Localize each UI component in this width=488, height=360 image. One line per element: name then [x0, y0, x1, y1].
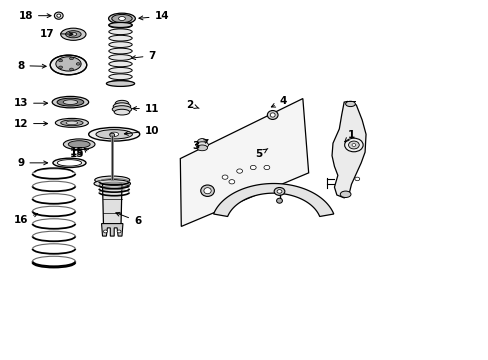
Ellipse shape [203, 188, 211, 194]
Ellipse shape [250, 165, 256, 170]
Text: 17: 17 [40, 28, 73, 39]
Ellipse shape [222, 175, 227, 179]
Ellipse shape [76, 63, 80, 65]
Ellipse shape [351, 144, 355, 147]
Text: 15: 15 [70, 149, 84, 159]
Ellipse shape [63, 100, 78, 104]
Ellipse shape [117, 230, 121, 233]
Text: 15: 15 [69, 147, 84, 157]
Text: 10: 10 [124, 126, 159, 136]
Ellipse shape [109, 29, 132, 35]
Ellipse shape [114, 109, 129, 115]
Polygon shape [102, 224, 122, 236]
Ellipse shape [201, 185, 214, 197]
Ellipse shape [345, 101, 355, 107]
Ellipse shape [197, 145, 207, 151]
Ellipse shape [96, 130, 132, 139]
Ellipse shape [276, 198, 282, 203]
Text: 11: 11 [132, 104, 159, 113]
Text: 2: 2 [186, 100, 199, 110]
Ellipse shape [115, 100, 128, 107]
Ellipse shape [63, 139, 95, 150]
Text: 5: 5 [255, 149, 267, 159]
Ellipse shape [344, 138, 363, 152]
Ellipse shape [70, 32, 77, 36]
Ellipse shape [61, 120, 83, 126]
Ellipse shape [52, 96, 88, 108]
Polygon shape [213, 184, 333, 216]
Ellipse shape [53, 158, 86, 167]
Text: 1: 1 [344, 130, 354, 142]
Ellipse shape [59, 66, 62, 68]
Ellipse shape [118, 17, 125, 21]
Text: 3: 3 [192, 140, 207, 151]
Ellipse shape [112, 106, 131, 113]
Text: 6: 6 [116, 212, 141, 226]
Ellipse shape [103, 230, 107, 233]
Ellipse shape [113, 103, 130, 110]
Ellipse shape [57, 159, 81, 166]
Ellipse shape [50, 55, 86, 75]
Ellipse shape [108, 13, 135, 24]
Text: 9: 9 [17, 158, 47, 168]
Ellipse shape [197, 139, 206, 146]
Ellipse shape [354, 177, 359, 181]
Ellipse shape [109, 61, 132, 67]
Text: 4: 4 [271, 96, 286, 107]
Ellipse shape [54, 12, 63, 19]
Ellipse shape [228, 180, 234, 184]
Ellipse shape [112, 14, 132, 23]
Ellipse shape [69, 57, 73, 60]
Ellipse shape [61, 28, 86, 40]
Ellipse shape [68, 141, 90, 148]
Text: 8: 8 [17, 61, 46, 71]
Ellipse shape [57, 98, 83, 106]
Ellipse shape [69, 68, 73, 71]
Ellipse shape [340, 191, 350, 198]
Ellipse shape [264, 165, 269, 170]
Ellipse shape [270, 113, 275, 117]
Ellipse shape [55, 118, 88, 127]
Ellipse shape [56, 57, 81, 71]
Ellipse shape [109, 35, 132, 41]
Text: 13: 13 [14, 98, 47, 108]
Ellipse shape [267, 111, 278, 120]
Ellipse shape [109, 22, 132, 28]
Text: 14: 14 [139, 12, 169, 21]
Polygon shape [331, 102, 366, 198]
Ellipse shape [95, 176, 129, 184]
Ellipse shape [66, 121, 78, 125]
Ellipse shape [109, 55, 132, 60]
Ellipse shape [94, 180, 130, 188]
Text: 7: 7 [131, 51, 156, 61]
Ellipse shape [348, 141, 359, 149]
Ellipse shape [110, 132, 118, 136]
Ellipse shape [109, 48, 132, 54]
Ellipse shape [196, 142, 208, 148]
Ellipse shape [59, 59, 62, 62]
Ellipse shape [57, 14, 61, 17]
Polygon shape [102, 184, 122, 225]
Text: 16: 16 [14, 213, 38, 225]
Ellipse shape [109, 74, 132, 80]
Ellipse shape [274, 188, 285, 195]
Ellipse shape [110, 133, 115, 137]
Ellipse shape [109, 67, 132, 73]
Ellipse shape [236, 169, 242, 173]
Ellipse shape [88, 127, 140, 141]
Ellipse shape [109, 22, 132, 27]
Text: 18: 18 [19, 11, 51, 21]
Ellipse shape [106, 81, 134, 86]
Ellipse shape [65, 31, 81, 38]
Ellipse shape [277, 190, 282, 193]
Polygon shape [180, 99, 308, 226]
Ellipse shape [109, 42, 132, 48]
Text: 12: 12 [14, 118, 47, 129]
Ellipse shape [109, 80, 132, 86]
